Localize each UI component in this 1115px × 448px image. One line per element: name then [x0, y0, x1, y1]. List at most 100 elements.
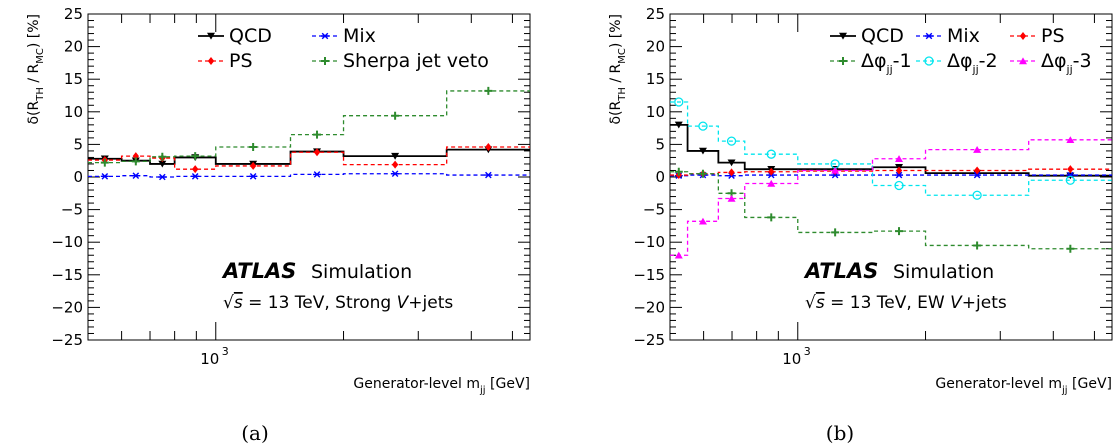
- marker-triangle-down: [839, 32, 847, 40]
- marker-triangle-down: [727, 159, 736, 167]
- atlas-label: ATLAS: [221, 259, 296, 283]
- legend-label: Mix: [343, 25, 376, 47]
- y-axis-title: δ(RTH / RMC) [%]: [608, 14, 628, 125]
- marker-diamond: [132, 152, 140, 161]
- legend-label: QCD: [861, 25, 904, 47]
- panel-caption: (a): [241, 421, 269, 445]
- energy-label: √s = 13 TeV, Strong V+jets: [223, 293, 453, 313]
- marker-diamond: [313, 148, 321, 157]
- marker-cross: [131, 157, 140, 166]
- legend-label: Δφjj-1: [861, 50, 912, 76]
- simulation-label: Simulation: [311, 261, 412, 283]
- marker-triangle-up: [727, 194, 736, 202]
- marker-circle: [674, 97, 684, 107]
- legend-item: Δφjj-2: [916, 50, 998, 76]
- marker-diamond: [1067, 165, 1074, 174]
- marker-cross: [391, 111, 400, 120]
- marker-star: [391, 170, 400, 178]
- y-tick-label: 10: [64, 103, 83, 121]
- legend-item: QCD: [830, 25, 904, 47]
- legend-item: Mix: [916, 25, 980, 47]
- legend-item: PS: [1010, 25, 1065, 47]
- marker-star: [321, 32, 329, 40]
- marker-triangle-up: [1066, 136, 1075, 144]
- series-line: [88, 173, 530, 178]
- marker-cross: [158, 152, 167, 161]
- x-axis-title: Generator-level mjj [GeV]: [353, 376, 530, 396]
- legend: QCD Mix PS Sherpa jet veto: [198, 25, 489, 72]
- y-tick-label: −5: [61, 201, 83, 219]
- marker-cross: [249, 143, 258, 152]
- legend-label: PS: [1041, 25, 1065, 47]
- marker-diamond: [485, 143, 492, 152]
- marker-triangle-up: [767, 179, 776, 187]
- y-tick-label: 5: [73, 135, 83, 153]
- series-line: [670, 168, 1112, 176]
- y-tick-label: −5: [643, 201, 665, 219]
- marker-circle: [972, 190, 982, 200]
- y-tick-label: 25: [646, 5, 665, 23]
- y-tick-label: −10: [633, 233, 665, 251]
- atlas-label: ATLAS: [803, 259, 878, 283]
- legend-label: PS: [229, 50, 253, 72]
- marker-cross: [313, 130, 322, 139]
- legend-item: Δφjj-3: [1010, 50, 1092, 76]
- marker-triangle-down: [207, 32, 215, 40]
- marker-cross: [191, 152, 200, 161]
- marker-triangle-up: [698, 217, 707, 225]
- x-tick-label: 10: [782, 350, 801, 368]
- marker-diamond: [973, 166, 981, 175]
- x-tick-label: 10: [200, 350, 219, 368]
- marker-circle: [726, 136, 737, 146]
- legend: QCD Mix PS Δφjj-1 Δφjj-2 Δφjj-3: [830, 25, 1092, 76]
- x-axis-title: Generator-level mjj [GeV]: [935, 376, 1112, 396]
- marker-star: [191, 173, 200, 180]
- legend-label: Mix: [947, 25, 980, 47]
- y-tick-label: 20: [64, 38, 83, 56]
- panel-caption: (b): [826, 421, 854, 445]
- series-2: [88, 170, 530, 181]
- marker-cross: [698, 169, 707, 178]
- legend-label: Sherpa jet veto: [343, 50, 489, 72]
- y-tick-label: −20: [51, 298, 83, 316]
- legend-item: Δφjj-1: [830, 50, 912, 76]
- marker-star: [484, 171, 493, 179]
- legend-item: Mix: [312, 25, 376, 47]
- y-axis: 25 20 15 10 5 0 −5 −10 −15 −20 −25: [51, 5, 530, 349]
- marker-star: [313, 171, 322, 178]
- marker-triangle-up: [831, 166, 840, 174]
- marker-diamond: [192, 165, 199, 174]
- y-tick-label: 15: [64, 70, 83, 88]
- y-tick-label: −25: [51, 331, 83, 349]
- x-tick-exponent: 3: [804, 345, 811, 358]
- y-tick-label: −20: [633, 298, 665, 316]
- legend-label: QCD: [229, 25, 272, 47]
- marker-diamond: [391, 160, 399, 169]
- legend-item: QCD: [198, 25, 272, 47]
- marker-triangle-down: [674, 121, 683, 129]
- marker-star: [100, 173, 109, 180]
- marker-triangle-down: [158, 160, 167, 168]
- marker-cross: [839, 57, 847, 65]
- y-tick-label: −15: [51, 266, 83, 284]
- series-6: [670, 136, 1112, 259]
- marker-cross: [831, 228, 840, 237]
- marker-cross: [100, 158, 109, 167]
- marker-cross: [484, 86, 493, 95]
- legend-label: Δφjj-2: [947, 50, 998, 76]
- y-tick-label: 15: [646, 70, 665, 88]
- marker-triangle-down: [391, 152, 400, 160]
- marker-cross: [321, 57, 329, 65]
- series-4: [88, 86, 530, 167]
- marker-circle: [894, 180, 904, 191]
- marker-diamond: [207, 57, 215, 65]
- marker-cross: [674, 167, 683, 176]
- marker-star: [249, 173, 258, 180]
- y-tick-label: 10: [646, 103, 665, 121]
- series-line: [670, 101, 1112, 196]
- y-tick-label: 25: [64, 5, 83, 23]
- marker-diamond: [1019, 32, 1027, 40]
- series-line: [670, 123, 1112, 177]
